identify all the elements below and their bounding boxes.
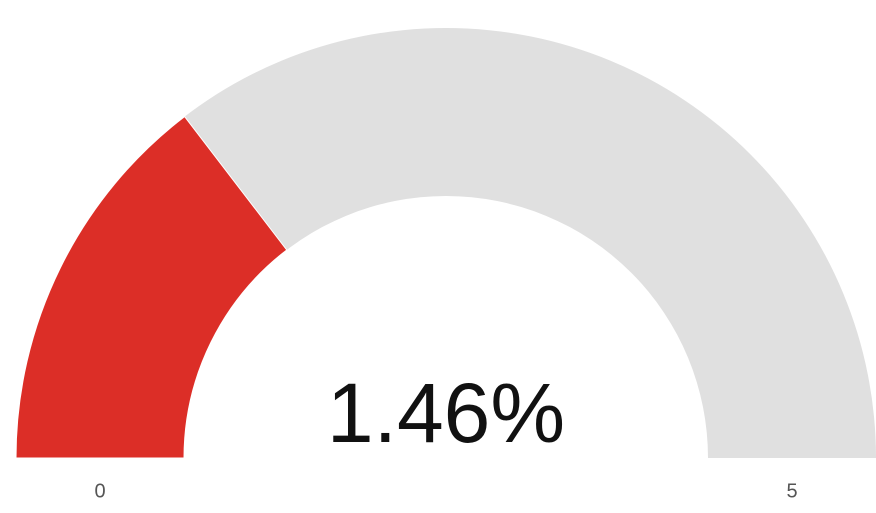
gauge-value-arc [15, 115, 288, 459]
gauge-value-label: 1.46% [327, 366, 565, 460]
gauge-tick-label: 5 [786, 480, 797, 502]
gauge-track [16, 28, 876, 458]
gauge-tick-label: 0 [94, 480, 105, 502]
